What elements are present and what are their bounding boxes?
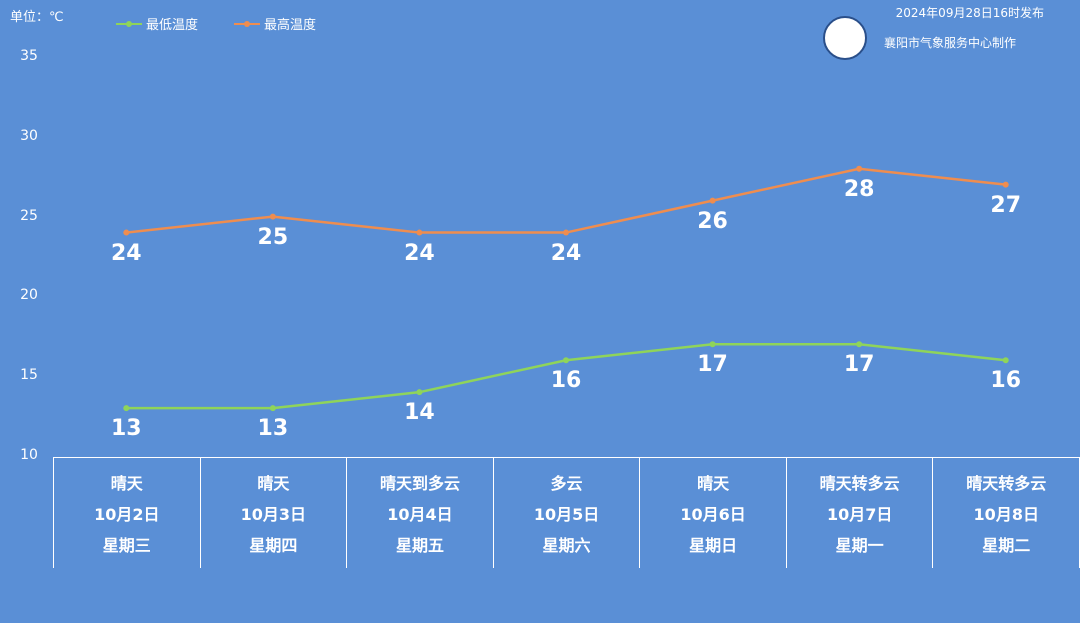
data-point xyxy=(123,229,130,236)
forecast-date: 10月7日 xyxy=(826,504,893,524)
forecast-weather: 晴天转多云 xyxy=(819,473,900,493)
forecast-day-1: 晴天 10月3日星期四 xyxy=(201,458,348,568)
legend-low: 最低温度 xyxy=(116,14,198,33)
data-point xyxy=(856,341,863,348)
data-point xyxy=(1002,181,1009,188)
data-label: 27 xyxy=(990,192,1022,218)
data-point xyxy=(416,389,423,396)
forecast-day-6: 晴天转多云 10月8日星期二 xyxy=(933,458,1080,568)
data-label: 17 xyxy=(843,352,875,378)
forecast-weekday: 星期日 xyxy=(689,536,738,556)
legend-high-swatch xyxy=(234,20,260,27)
forecast-day-5: 晴天转多云 10月7日星期一 xyxy=(787,458,934,568)
data-point xyxy=(856,165,863,172)
forecast-date: 10月6日 xyxy=(680,504,746,524)
data-point xyxy=(709,197,716,204)
forecast-day-4: 晴天 10月6日星期日 xyxy=(640,458,787,568)
y-tick-label: 15 xyxy=(20,367,38,384)
forecast-weekday: 星期一 xyxy=(835,536,884,556)
data-label: 17 xyxy=(697,352,728,378)
data-point xyxy=(1002,357,1009,364)
y-tick-label: 35 xyxy=(20,48,38,64)
issued-time: 2024年09月28日16时发布 xyxy=(895,6,1044,20)
data-label: 13 xyxy=(257,416,289,442)
forecast-weather: 多云 xyxy=(550,473,583,493)
forecast-weather: 晴天到多云 xyxy=(379,473,460,493)
forecast-table: 晴天 10月2日星期三 晴天 10月3日星期四 晴天到多云 10月4日星期五 多云 10月5日… xyxy=(53,457,1080,568)
y-tick-label: 30 xyxy=(20,127,38,144)
data-label: 26 xyxy=(697,208,728,234)
legend-high: 最高温度 xyxy=(234,14,316,33)
forecast-date: 10月4日 xyxy=(387,504,453,524)
producer-org: 襄阳市气象服务中心制作 xyxy=(884,36,1017,50)
data-point xyxy=(563,229,569,236)
data-label: 25 xyxy=(257,224,289,250)
data-label: 16 xyxy=(550,368,582,394)
forecast-date: 10月5日 xyxy=(533,504,600,524)
forecast-date: 10月2日 xyxy=(94,504,160,524)
data-label: 14 xyxy=(404,400,435,426)
forecast-day-3: 多云 10月5日星期六 xyxy=(494,458,641,568)
data-point xyxy=(269,405,276,412)
forecast-day-0: 晴天 10月2日星期三 xyxy=(54,458,201,568)
y-tick-label: 10 xyxy=(20,447,38,463)
forecast-weather: 晴天 xyxy=(257,473,290,493)
legend-low-label: 最低温度 xyxy=(146,18,199,33)
data-label: 16 xyxy=(990,368,1022,394)
forecast-weekday: 星期四 xyxy=(249,536,298,556)
data-point xyxy=(563,357,569,364)
weather-logo-icon xyxy=(823,16,867,60)
data-point xyxy=(269,213,276,220)
data-label: 24 xyxy=(404,240,435,266)
data-label: 28 xyxy=(843,176,875,202)
forecast-weather: 晴天转多云 xyxy=(966,473,1047,493)
legend-low-swatch xyxy=(116,20,142,27)
forecast-weekday: 星期六 xyxy=(542,536,591,556)
forecast-weekday: 星期五 xyxy=(395,536,444,556)
forecast-date: 10月8日 xyxy=(973,504,1039,524)
forecast-weather: 晴天 xyxy=(110,473,143,493)
data-point xyxy=(416,229,423,236)
data-label: 24 xyxy=(550,240,582,266)
unit-label: 单位：℃ xyxy=(10,10,64,25)
forecast-weekday: 星期三 xyxy=(102,536,151,556)
y-tick-label: 20 xyxy=(20,287,38,304)
y-tick-label: 25 xyxy=(20,207,38,224)
legend-high-label: 最高温度 xyxy=(264,18,317,33)
forecast-date: 10月3日 xyxy=(240,504,307,524)
forecast-day-2: 晴天到多云 10月4日星期五 xyxy=(347,458,494,568)
data-label: 13 xyxy=(110,416,142,442)
data-point xyxy=(709,341,716,348)
data-label: 24 xyxy=(110,240,142,266)
data-point xyxy=(123,405,130,412)
forecast-weather: 晴天 xyxy=(697,473,730,493)
forecast-weekday: 星期二 xyxy=(982,536,1031,556)
